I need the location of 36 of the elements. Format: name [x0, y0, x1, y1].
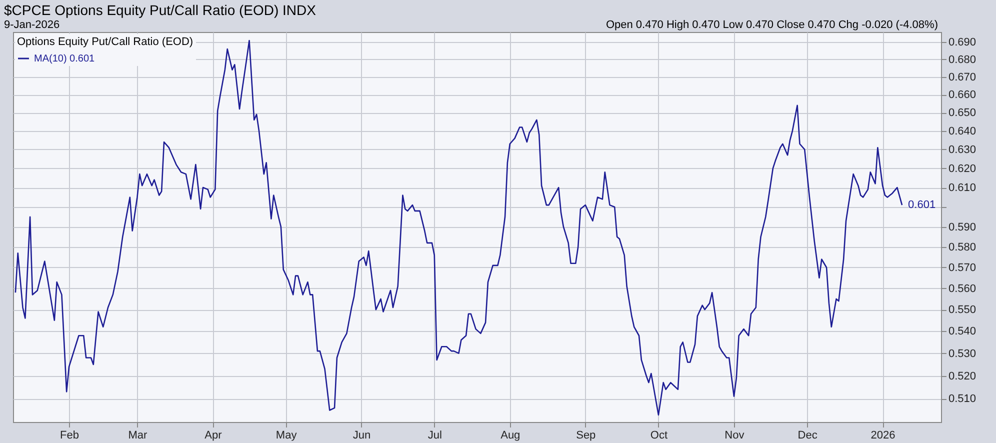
- chart-subtitle: 9-Jan-2026: [4, 19, 60, 31]
- y-tick-label: 0.580: [948, 241, 976, 254]
- x-tick-label: Mar: [128, 430, 148, 442]
- y-tick-label: 0.620: [948, 162, 976, 175]
- y-tick-label: 0.650: [948, 107, 976, 120]
- x-tick-label: Jul: [428, 430, 442, 442]
- legend-title: Options Equity Put/Call Ratio (EOD): [17, 36, 194, 48]
- x-tick-label: 2026: [870, 430, 896, 442]
- chart-title: $CPCE Options Equity Put/Call Ratio (EOD) INDX: [4, 2, 316, 18]
- data-label: 0.601: [908, 199, 936, 212]
- y-tick-label: 0.550: [948, 304, 976, 316]
- y-tick-label: 0.670: [948, 71, 976, 84]
- y-tick-label: 0.610: [948, 182, 976, 194]
- y-tick-label: 0.630: [948, 144, 976, 156]
- y-tick-label: 0.540: [948, 326, 976, 338]
- y-tick-label: 0.640: [948, 125, 976, 138]
- x-tick-label: Feb: [60, 430, 80, 442]
- y-tick-label: 0.590: [948, 221, 976, 234]
- x-tick-label: Aug: [500, 430, 520, 442]
- x-tick-label: Apr: [204, 430, 222, 442]
- y-tick-label: 0.690: [948, 36, 976, 49]
- x-tick-label: Oct: [650, 430, 668, 442]
- y-tick-label: 0.530: [948, 348, 976, 360]
- x-tick-label: May: [276, 430, 298, 442]
- x-tick-label: Nov: [724, 430, 745, 442]
- x-tick-label: Jun: [352, 430, 371, 442]
- y-tick-label: 0.560: [948, 282, 976, 295]
- legend-label: MA(10) 0.601: [34, 54, 96, 64]
- y-tick-label: 0.680: [948, 54, 976, 66]
- y-tick-label: 0.520: [948, 370, 976, 382]
- x-tick-label: Dec: [798, 430, 818, 442]
- y-tick-label: 0.570: [948, 262, 976, 274]
- x-tick-label: Sep: [576, 430, 596, 442]
- y-tick-label: 0.660: [948, 89, 976, 102]
- y-tick-label: 0.510: [948, 393, 976, 406]
- text: Open 0.470 High 0.470 Low 0.470 Close 0.470 Chg -0.020 (-4.08%): [606, 19, 938, 31]
